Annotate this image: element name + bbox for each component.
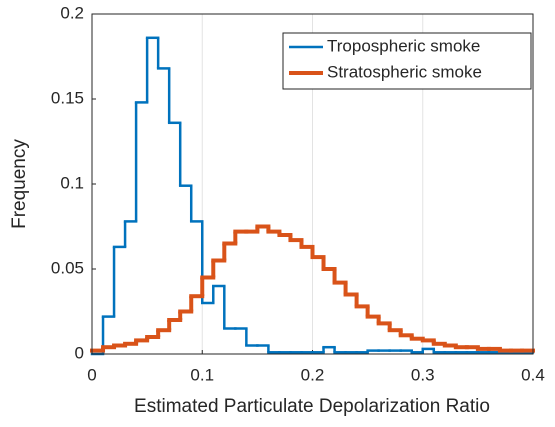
axes-box <box>91 13 534 355</box>
x-tick-label: 0.4 <box>521 365 545 384</box>
y-tick-label: 0.2 <box>60 3 84 22</box>
x-tick-label: 0.2 <box>301 365 325 384</box>
y-axis-label: Frequency <box>9 139 30 229</box>
x-tick-label: 0 <box>87 365 96 384</box>
y-tick-label: 0.15 <box>51 88 84 107</box>
y-tick-label: 0 <box>75 343 84 362</box>
x-tick-label: 0.1 <box>190 365 214 384</box>
legend-label: Tropospheric smoke <box>327 36 480 55</box>
y-tick-label: 0.1 <box>60 173 84 192</box>
legend-box <box>282 32 532 90</box>
x-tick-label: 0.3 <box>411 365 435 384</box>
x-axis-label: Estimated Particulate Depolarization Rat… <box>134 396 490 417</box>
y-tick-label: 0.05 <box>51 258 84 277</box>
legend-label: Stratospheric smoke <box>327 62 482 81</box>
